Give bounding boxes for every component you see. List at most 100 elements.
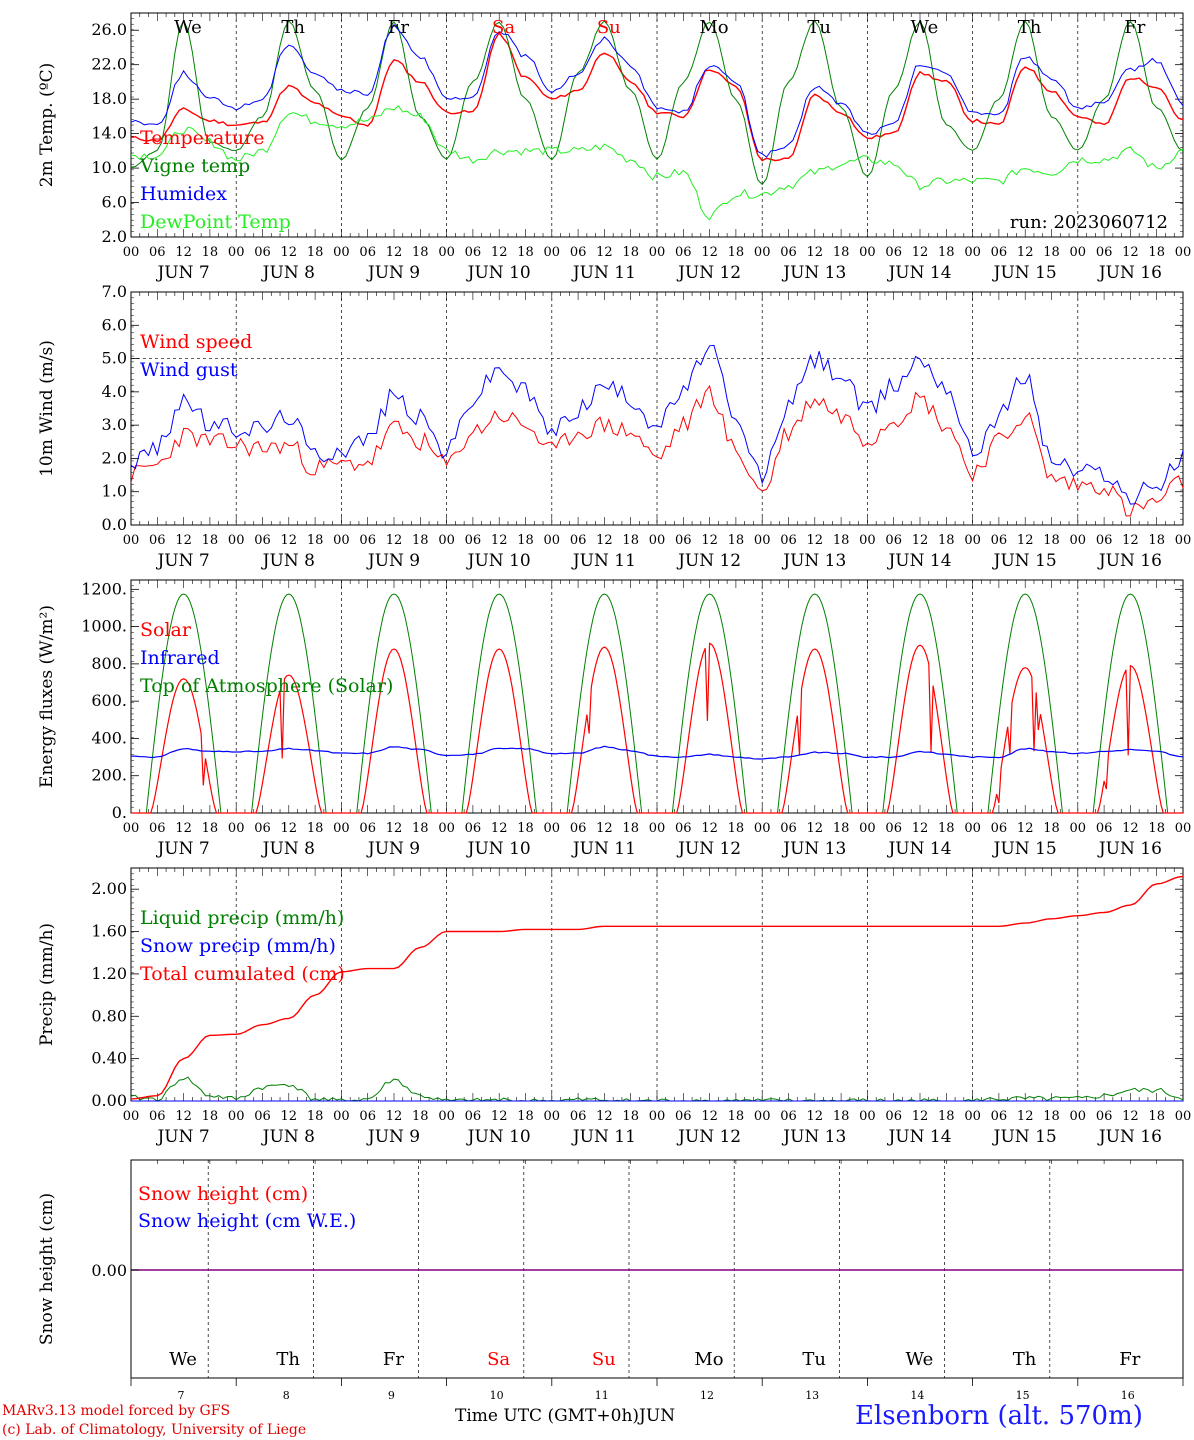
temp-hour-label: 18 (1043, 245, 1060, 260)
wind-hour-label: 00 (123, 533, 140, 548)
wind-legend-0: Wind speed (140, 331, 252, 353)
temp-hour-label: 18 (517, 245, 534, 260)
time-axis-caption: Time UTC (GMT+0h)JUN (455, 1406, 675, 1426)
energy-hour-label: 06 (254, 821, 271, 836)
temp-hour-label: 00 (544, 245, 561, 260)
temp-hour-label: 18 (412, 245, 429, 260)
ytick-label: 0.40 (91, 1049, 127, 1068)
wind-hour-label: 12 (1017, 533, 1034, 548)
energy-hour-label: 18 (412, 821, 429, 836)
precip-hour-label: 06 (359, 1109, 376, 1124)
energy-hour-label: 12 (386, 821, 403, 836)
wind-date-label: JUN 15 (992, 551, 1057, 571)
temp-hour-label: 06 (570, 245, 587, 260)
snow-day-number: 9 (388, 1389, 395, 1402)
temp-run-annotation: run: 2023060712 (1010, 212, 1168, 233)
energy-hour-label: 12 (1017, 821, 1034, 836)
energy-date-label: JUN 7 (155, 839, 209, 859)
wind-hour-label: 00 (649, 533, 666, 548)
precip-ylabel: Precip (mm/h) (37, 923, 57, 1046)
temp-hour-label: 12 (596, 245, 613, 260)
snow-day-number: 13 (805, 1389, 819, 1402)
wind-hour-label: 06 (675, 533, 692, 548)
temp-hour-label: 18 (833, 245, 850, 260)
ytick-label: 0.80 (91, 1006, 127, 1025)
temp-frame (130, 12, 1184, 238)
wind-date-label: JUN 10 (466, 551, 531, 571)
temp-weekday-label: We (911, 17, 939, 38)
temp-hour-label: 00 (1175, 245, 1192, 260)
ytick-label: 5.0 (102, 349, 127, 368)
wind-hour-label: 06 (885, 533, 902, 548)
wind-hour-label: 06 (359, 533, 376, 548)
wind-hour-label: 06 (1096, 533, 1113, 548)
precip-hour-label: 06 (1096, 1109, 1113, 1124)
temp-hour-label: 00 (754, 245, 771, 260)
temp-weekday-label: Tu (807, 17, 831, 38)
snow-weekday-label: Fr (383, 1349, 404, 1370)
energy-hour-label: 00 (1175, 821, 1192, 836)
precip-hour-label: 12 (1122, 1109, 1139, 1124)
wind-hour-label: 12 (386, 533, 403, 548)
energy-hour-label: 12 (596, 821, 613, 836)
ytick-label: 1000. (81, 617, 127, 636)
snow-weekday-label: Sa (487, 1349, 510, 1370)
temp-hour-label: 06 (465, 245, 482, 260)
snow-day-number: 12 (700, 1389, 714, 1402)
energy-legend-1: Infrared (140, 647, 220, 669)
wind-hour-label: 18 (1148, 533, 1165, 548)
temp-hour-label: 06 (254, 245, 271, 260)
precip-hour-label: 12 (386, 1109, 403, 1124)
ytick-label: 2.0 (102, 448, 127, 467)
snow-day-number: 7 (178, 1389, 185, 1402)
wind-hour-label: 00 (333, 533, 350, 548)
wind-hour-label: 18 (622, 533, 639, 548)
precip-date-label: JUN 8 (261, 1127, 315, 1147)
wind-hour-label: 12 (701, 533, 718, 548)
precip-hour-label: 06 (465, 1109, 482, 1124)
energy-hour-label: 12 (281, 821, 298, 836)
precip-hour-label: 00 (333, 1109, 350, 1124)
temp-hour-label: 12 (386, 245, 403, 260)
energy-hour-label: 00 (544, 821, 561, 836)
temp-series-0 (130, 31, 1184, 162)
precip-hour-label: 18 (202, 1109, 219, 1124)
ytick-label: 1.0 (102, 482, 127, 501)
wind-date-label: JUN 9 (366, 551, 420, 571)
temp-hour-label: 12 (491, 245, 508, 260)
energy-hour-label: 06 (359, 821, 376, 836)
wind-hour-label: 12 (281, 533, 298, 548)
wind-hour-label: 06 (149, 533, 166, 548)
wind-hour-label: 18 (202, 533, 219, 548)
snow-day-number: 11 (595, 1389, 609, 1402)
precip-hour-label: 12 (912, 1109, 929, 1124)
ytick-label: 1.60 (91, 922, 127, 941)
ytick-label: 2.00 (91, 879, 127, 898)
temp-series-2 (130, 23, 1184, 158)
precip-legend-1: Snow precip (mm/h) (140, 935, 336, 957)
energy-hour-label: 00 (228, 821, 245, 836)
temp-hour-label: 18 (728, 245, 745, 260)
energy-hour-label: 18 (517, 821, 534, 836)
energy-hour-label: 06 (675, 821, 692, 836)
energy-hour-label: 00 (123, 821, 140, 836)
precip-hour-label: 00 (438, 1109, 455, 1124)
wind-hour-label: 00 (754, 533, 771, 548)
energy-series-solar (131, 642, 1183, 814)
temp-series-3 (130, 105, 1184, 221)
temp-weekday-label: Fr (1124, 17, 1145, 38)
energy-date-label: JUN 9 (366, 839, 420, 859)
precip-series-total (130, 875, 1184, 1100)
wind-hour-label: 18 (833, 533, 850, 548)
temp-date-label: JUN 15 (992, 263, 1057, 283)
energy-hour-label: 00 (1070, 821, 1087, 836)
energy-series-infrared (130, 745, 1184, 760)
precip-hour-label: 18 (728, 1109, 745, 1124)
ytick-label: 6.0 (102, 193, 127, 212)
precip-hour-label: 00 (964, 1109, 981, 1124)
wind-hour-label: 12 (491, 533, 508, 548)
precip-date-label: JUN 15 (992, 1127, 1057, 1147)
wind-legend-1: Wind gust (140, 359, 238, 381)
energy-ylabel: Energy fluxes (W/m²) (37, 605, 57, 788)
month-label: JUN (639, 1406, 676, 1426)
